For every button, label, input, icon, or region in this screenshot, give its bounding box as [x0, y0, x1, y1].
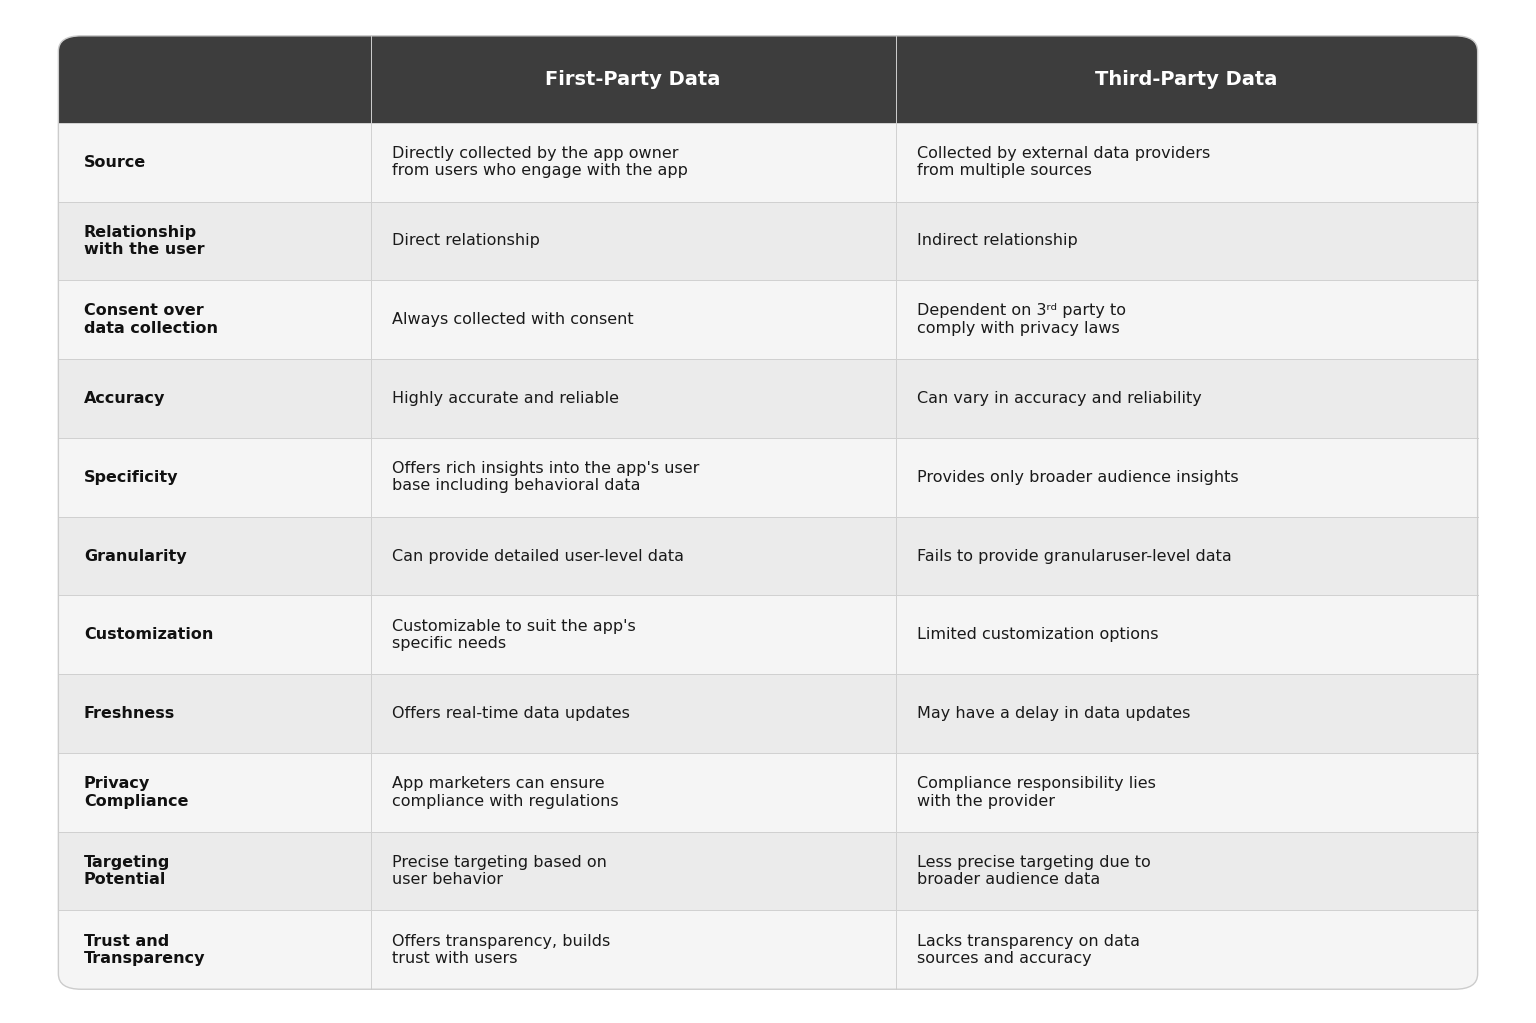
Text: Trust and
Transparency: Trust and Transparency [84, 934, 206, 966]
Text: Direct relationship: Direct relationship [392, 233, 539, 249]
Bar [58, 280, 1478, 359]
Text: Indirect relationship: Indirect relationship [917, 233, 1078, 249]
Bar [58, 753, 1478, 832]
Text: Fails to provide granularuser-level data: Fails to provide granularuser-level data [917, 548, 1232, 564]
Text: Provides only broader audience insights: Provides only broader audience insights [917, 470, 1238, 485]
Bar [58, 595, 1478, 674]
FancyBboxPatch shape [58, 36, 1478, 123]
Text: Collected by external data providers
from multiple sources: Collected by external data providers fro… [917, 146, 1210, 178]
Text: Third-Party Data: Third-Party Data [1095, 70, 1278, 89]
Text: Precise targeting based on
user behavior: Precise targeting based on user behavior [392, 855, 607, 887]
Bar [58, 202, 1478, 280]
Bar [58, 438, 1478, 517]
Text: Highly accurate and reliable: Highly accurate and reliable [392, 391, 619, 406]
FancyBboxPatch shape [58, 910, 1478, 989]
Text: Specificity: Specificity [84, 470, 178, 485]
Text: Accuracy: Accuracy [84, 391, 166, 406]
Text: Compliance responsibility lies
with the provider: Compliance responsibility lies with the … [917, 776, 1157, 808]
Text: Freshness: Freshness [84, 706, 175, 721]
Text: Can vary in accuracy and reliability: Can vary in accuracy and reliability [917, 391, 1201, 406]
Text: App marketers can ensure
compliance with regulations: App marketers can ensure compliance with… [392, 776, 619, 808]
Text: Consent over
data collection: Consent over data collection [84, 304, 218, 336]
Text: Dependent on 3ʳᵈ party to
comply with privacy laws: Dependent on 3ʳᵈ party to comply with pr… [917, 304, 1126, 336]
Text: Less precise targeting due to
broader audience data: Less precise targeting due to broader au… [917, 855, 1150, 887]
Bar [58, 674, 1478, 753]
Text: Privacy
Compliance: Privacy Compliance [84, 776, 189, 808]
Text: Granularity: Granularity [84, 548, 186, 564]
Bar [58, 910, 1478, 949]
Text: Offers rich insights into the app's user
base including behavioral data: Offers rich insights into the app's user… [392, 461, 699, 493]
Text: Offers real-time data updates: Offers real-time data updates [392, 706, 630, 721]
Text: Lacks transparency on data
sources and accuracy: Lacks transparency on data sources and a… [917, 934, 1140, 966]
Text: Directly collected by the app owner
from users who engage with the app: Directly collected by the app owner from… [392, 146, 688, 178]
Bar [58, 359, 1478, 438]
Text: Relationship
with the user: Relationship with the user [84, 225, 204, 257]
Bar [58, 123, 1478, 202]
Text: Limited customization options: Limited customization options [917, 627, 1158, 642]
Bar [58, 517, 1478, 595]
Text: Customization: Customization [84, 627, 214, 642]
Text: First-Party Data: First-Party Data [545, 70, 720, 89]
Text: May have a delay in data updates: May have a delay in data updates [917, 706, 1190, 721]
Text: Always collected with consent: Always collected with consent [392, 312, 633, 327]
Text: Offers transparency, builds
trust with users: Offers transparency, builds trust with u… [392, 934, 610, 966]
Text: Targeting
Potential: Targeting Potential [84, 855, 170, 887]
Text: Can provide detailed user-level data: Can provide detailed user-level data [392, 548, 684, 564]
Text: Customizable to suit the app's
specific needs: Customizable to suit the app's specific … [392, 619, 636, 651]
Bar [58, 832, 1478, 910]
Text: Source: Source [84, 154, 146, 170]
Bar [58, 80, 1478, 123]
